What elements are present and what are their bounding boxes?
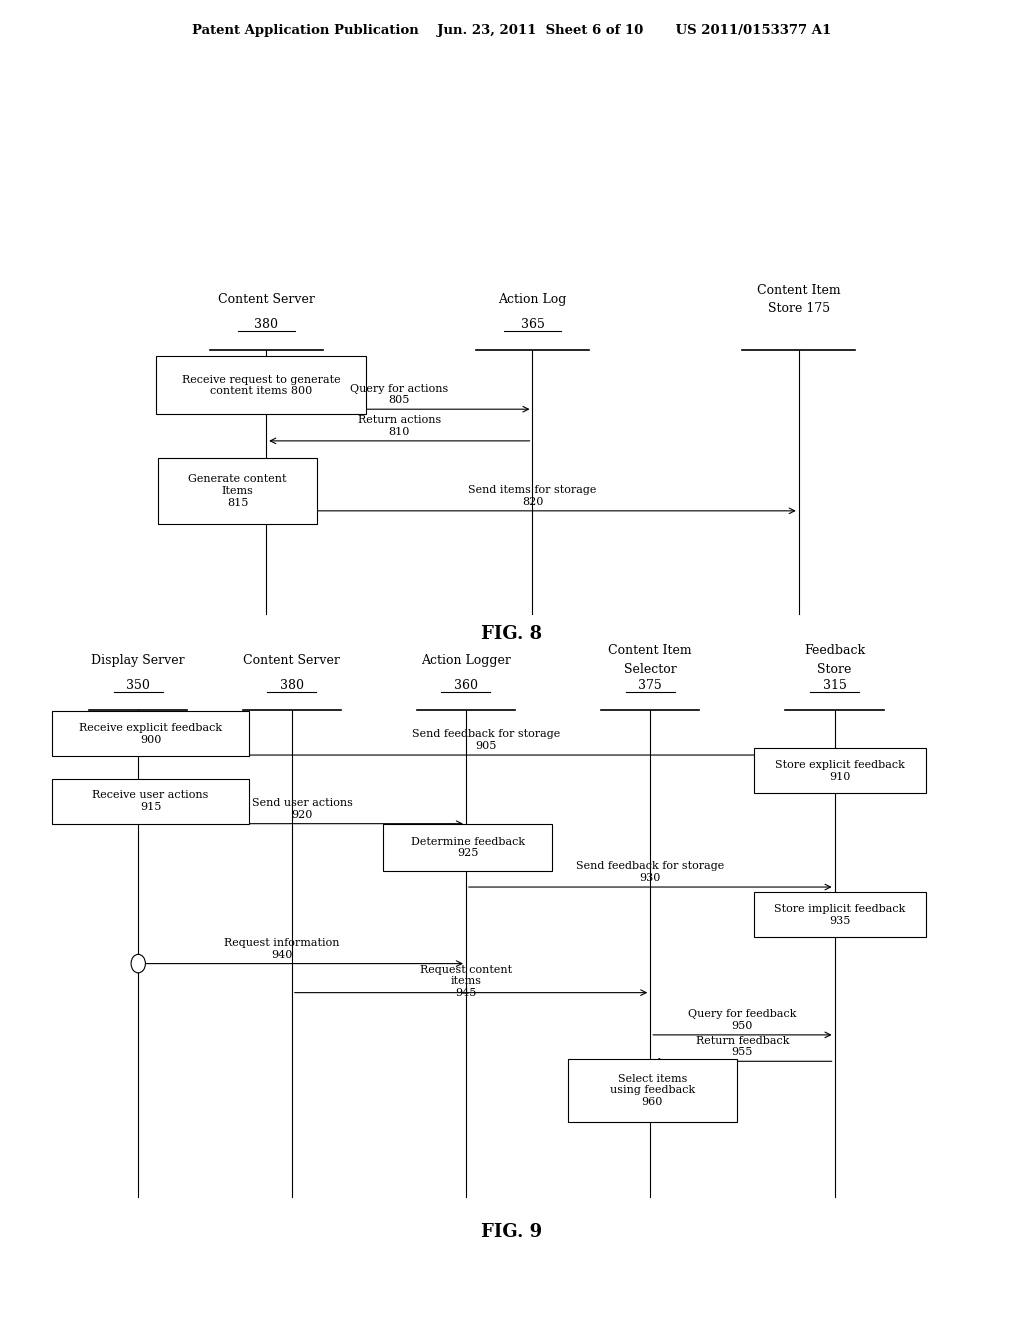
FancyBboxPatch shape	[159, 458, 317, 524]
Text: 375: 375	[638, 678, 663, 692]
Text: Receive user actions
915: Receive user actions 915	[92, 791, 209, 812]
Text: Request content
items
945: Request content items 945	[420, 965, 512, 998]
Text: Store explicit feedback
910: Store explicit feedback 910	[775, 760, 904, 781]
FancyBboxPatch shape	[754, 892, 926, 937]
Text: Send user actions
920: Send user actions 920	[252, 799, 352, 820]
Text: Selector: Selector	[624, 663, 677, 676]
Text: Feedback: Feedback	[804, 644, 865, 657]
Text: Receive explicit feedback
900: Receive explicit feedback 900	[79, 723, 222, 744]
Text: Query for actions
805: Query for actions 805	[350, 384, 449, 405]
Text: Determine feedback
925: Determine feedback 925	[411, 837, 525, 858]
FancyBboxPatch shape	[383, 824, 553, 871]
Text: Send items for storage
820: Send items for storage 820	[468, 486, 597, 507]
FancyBboxPatch shape	[52, 779, 249, 824]
Text: 315: 315	[822, 678, 847, 692]
Text: Store implicit feedback
935: Store implicit feedback 935	[774, 904, 905, 925]
Text: Content Item: Content Item	[608, 644, 692, 657]
Text: Content Item: Content Item	[757, 284, 841, 297]
Circle shape	[131, 954, 145, 973]
Text: Request information
940: Request information 940	[224, 939, 339, 960]
FancyBboxPatch shape	[567, 1059, 737, 1122]
Text: Send feedback for storage
905: Send feedback for storage 905	[413, 730, 560, 751]
Text: Return actions
810: Return actions 810	[357, 416, 441, 437]
FancyBboxPatch shape	[52, 711, 249, 756]
Text: FIG. 8: FIG. 8	[481, 624, 543, 643]
Text: Send feedback for storage
930: Send feedback for storage 930	[577, 862, 724, 883]
Text: Receive request to generate
content items 800: Receive request to generate content item…	[182, 375, 340, 396]
Text: 380: 380	[280, 678, 304, 692]
Text: FIG. 9: FIG. 9	[481, 1222, 543, 1241]
Text: Query for feedback
950: Query for feedback 950	[688, 1010, 797, 1031]
Text: Store: Store	[817, 663, 852, 676]
Text: Return feedback
955: Return feedback 955	[695, 1036, 790, 1057]
Text: 380: 380	[254, 318, 279, 331]
FancyBboxPatch shape	[157, 356, 367, 414]
Text: Display Server: Display Server	[91, 653, 185, 667]
Text: 365: 365	[520, 318, 545, 331]
Text: 350: 350	[126, 678, 151, 692]
Text: Action Log: Action Log	[499, 293, 566, 306]
Text: Content Server: Content Server	[218, 293, 314, 306]
Text: Patent Application Publication    Jun. 23, 2011  Sheet 6 of 10       US 2011/015: Patent Application Publication Jun. 23, …	[193, 24, 831, 37]
Text: Generate content
Items
815: Generate content Items 815	[188, 474, 287, 508]
Text: 360: 360	[454, 678, 478, 692]
FancyBboxPatch shape	[754, 748, 926, 793]
Text: Select items
using feedback
960: Select items using feedback 960	[609, 1073, 695, 1107]
Text: Action Logger: Action Logger	[421, 653, 511, 667]
Text: Content Server: Content Server	[244, 653, 340, 667]
Text: Store 175: Store 175	[768, 302, 829, 315]
